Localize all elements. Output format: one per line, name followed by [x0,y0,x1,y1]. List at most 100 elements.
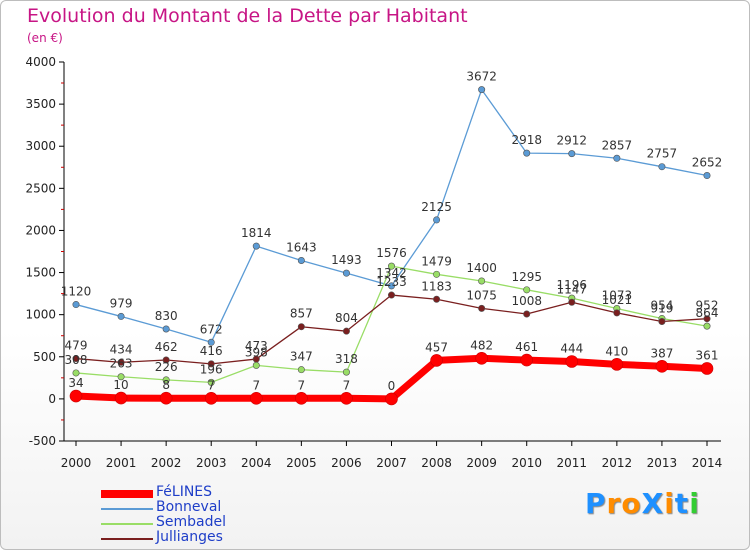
data-label: 1493 [331,253,362,267]
data-label: 952 [696,299,719,313]
proxiti-logo: ProXiti [585,487,700,520]
data-point [655,359,669,373]
legend-swatch [101,538,153,540]
data-label: 7 [298,378,306,392]
data-label: 461 [515,340,538,354]
x-tick-label: 2011 [557,456,588,470]
data-label: 7 [252,378,260,392]
y-tick-label: 0 [48,392,56,406]
data-label: 34 [68,376,83,390]
x-tick-label: 2004 [241,456,272,470]
data-point [207,338,215,346]
data-label: 1147 [557,282,588,296]
data-label: 196 [200,362,223,376]
data-point [162,376,170,384]
data-point [658,317,666,325]
x-tick-label: 2005 [286,456,317,470]
legend-item: Sembadel [101,514,401,531]
data-point [565,355,579,368]
data-label: 1400 [466,261,497,275]
legend: FéLINES Bonneval Sembadel Jullianges [101,484,401,546]
data-point [523,286,531,294]
logo-letter: X [641,487,665,520]
data-label: 226 [155,360,178,374]
x-tick-label: 2001 [106,456,137,470]
data-point [72,355,80,363]
x-tick-label: 2003 [196,456,227,470]
chart-title: Evolution du Montant de la Dette par Hab… [27,5,468,27]
data-label: 2857 [602,138,633,152]
data-point [610,358,624,371]
data-label: 479 [65,339,88,353]
data-label: 1183 [421,279,452,293]
y-tick-label: 500 [33,350,56,364]
data-label: 1576 [376,246,407,260]
data-label: 2652 [692,156,723,170]
data-point [297,257,305,265]
y-tick-label: 1000 [25,308,56,322]
logo-letter: r [606,487,622,520]
legend-swatch [101,523,153,525]
data-point [703,322,711,330]
data-point [387,262,395,270]
data-label: 954 [650,299,673,313]
data-label: 398 [245,345,268,359]
data-point [703,315,711,323]
data-label: 672 [200,322,223,336]
y-tick-label: 2500 [25,181,56,195]
data-point [69,389,83,403]
y-tick-label: 4000 [25,55,56,69]
x-tick-label: 2010 [511,456,542,470]
legend-label: Sembadel [156,514,226,530]
data-point [658,163,666,171]
chart-subtitle: (en €) [27,31,63,45]
data-point [297,366,305,374]
x-tick-label: 2012 [602,456,633,470]
data-point [478,304,486,312]
legend-label: FéLINES [156,484,213,500]
data-label: 1342 [376,266,407,280]
data-label: 10 [113,378,128,392]
data-label: 804 [335,311,358,325]
data-point [700,362,714,375]
data-label: 347 [290,350,313,364]
data-point [252,355,260,363]
data-label: 1120 [61,285,92,299]
data-point [520,353,534,367]
legend-swatch [101,490,153,498]
data-label: 1479 [421,254,452,268]
data-label: 1008 [511,294,542,308]
data-point [117,358,125,366]
x-tick-label: 2007 [376,456,407,470]
data-label: 416 [200,344,223,358]
data-point [523,149,531,157]
data-point [568,150,576,158]
data-point [117,312,125,320]
data-label: 979 [110,296,133,310]
data-label: 361 [696,348,719,362]
data-label: 1814 [241,226,272,240]
data-point [342,269,350,277]
legend-swatch [101,508,153,510]
data-label: 473 [245,339,268,353]
data-point [387,291,395,299]
x-tick-label: 2006 [331,456,362,470]
data-point [385,392,398,406]
data-label: 1075 [466,288,497,302]
data-point [114,391,128,405]
data-label: 308 [65,353,88,367]
data-label: 919 [650,301,673,315]
data-label: 387 [650,346,673,360]
data-point [613,154,621,162]
data-label: 410 [605,344,628,358]
data-point [433,216,441,224]
data-point [433,295,441,303]
data-label: 864 [696,306,719,320]
y-tick-label: 2000 [25,223,56,237]
data-label: 482 [470,338,493,352]
x-tick-label: 2014 [692,456,723,470]
legend-item: FéLINES [101,484,401,501]
data-point [568,298,576,306]
